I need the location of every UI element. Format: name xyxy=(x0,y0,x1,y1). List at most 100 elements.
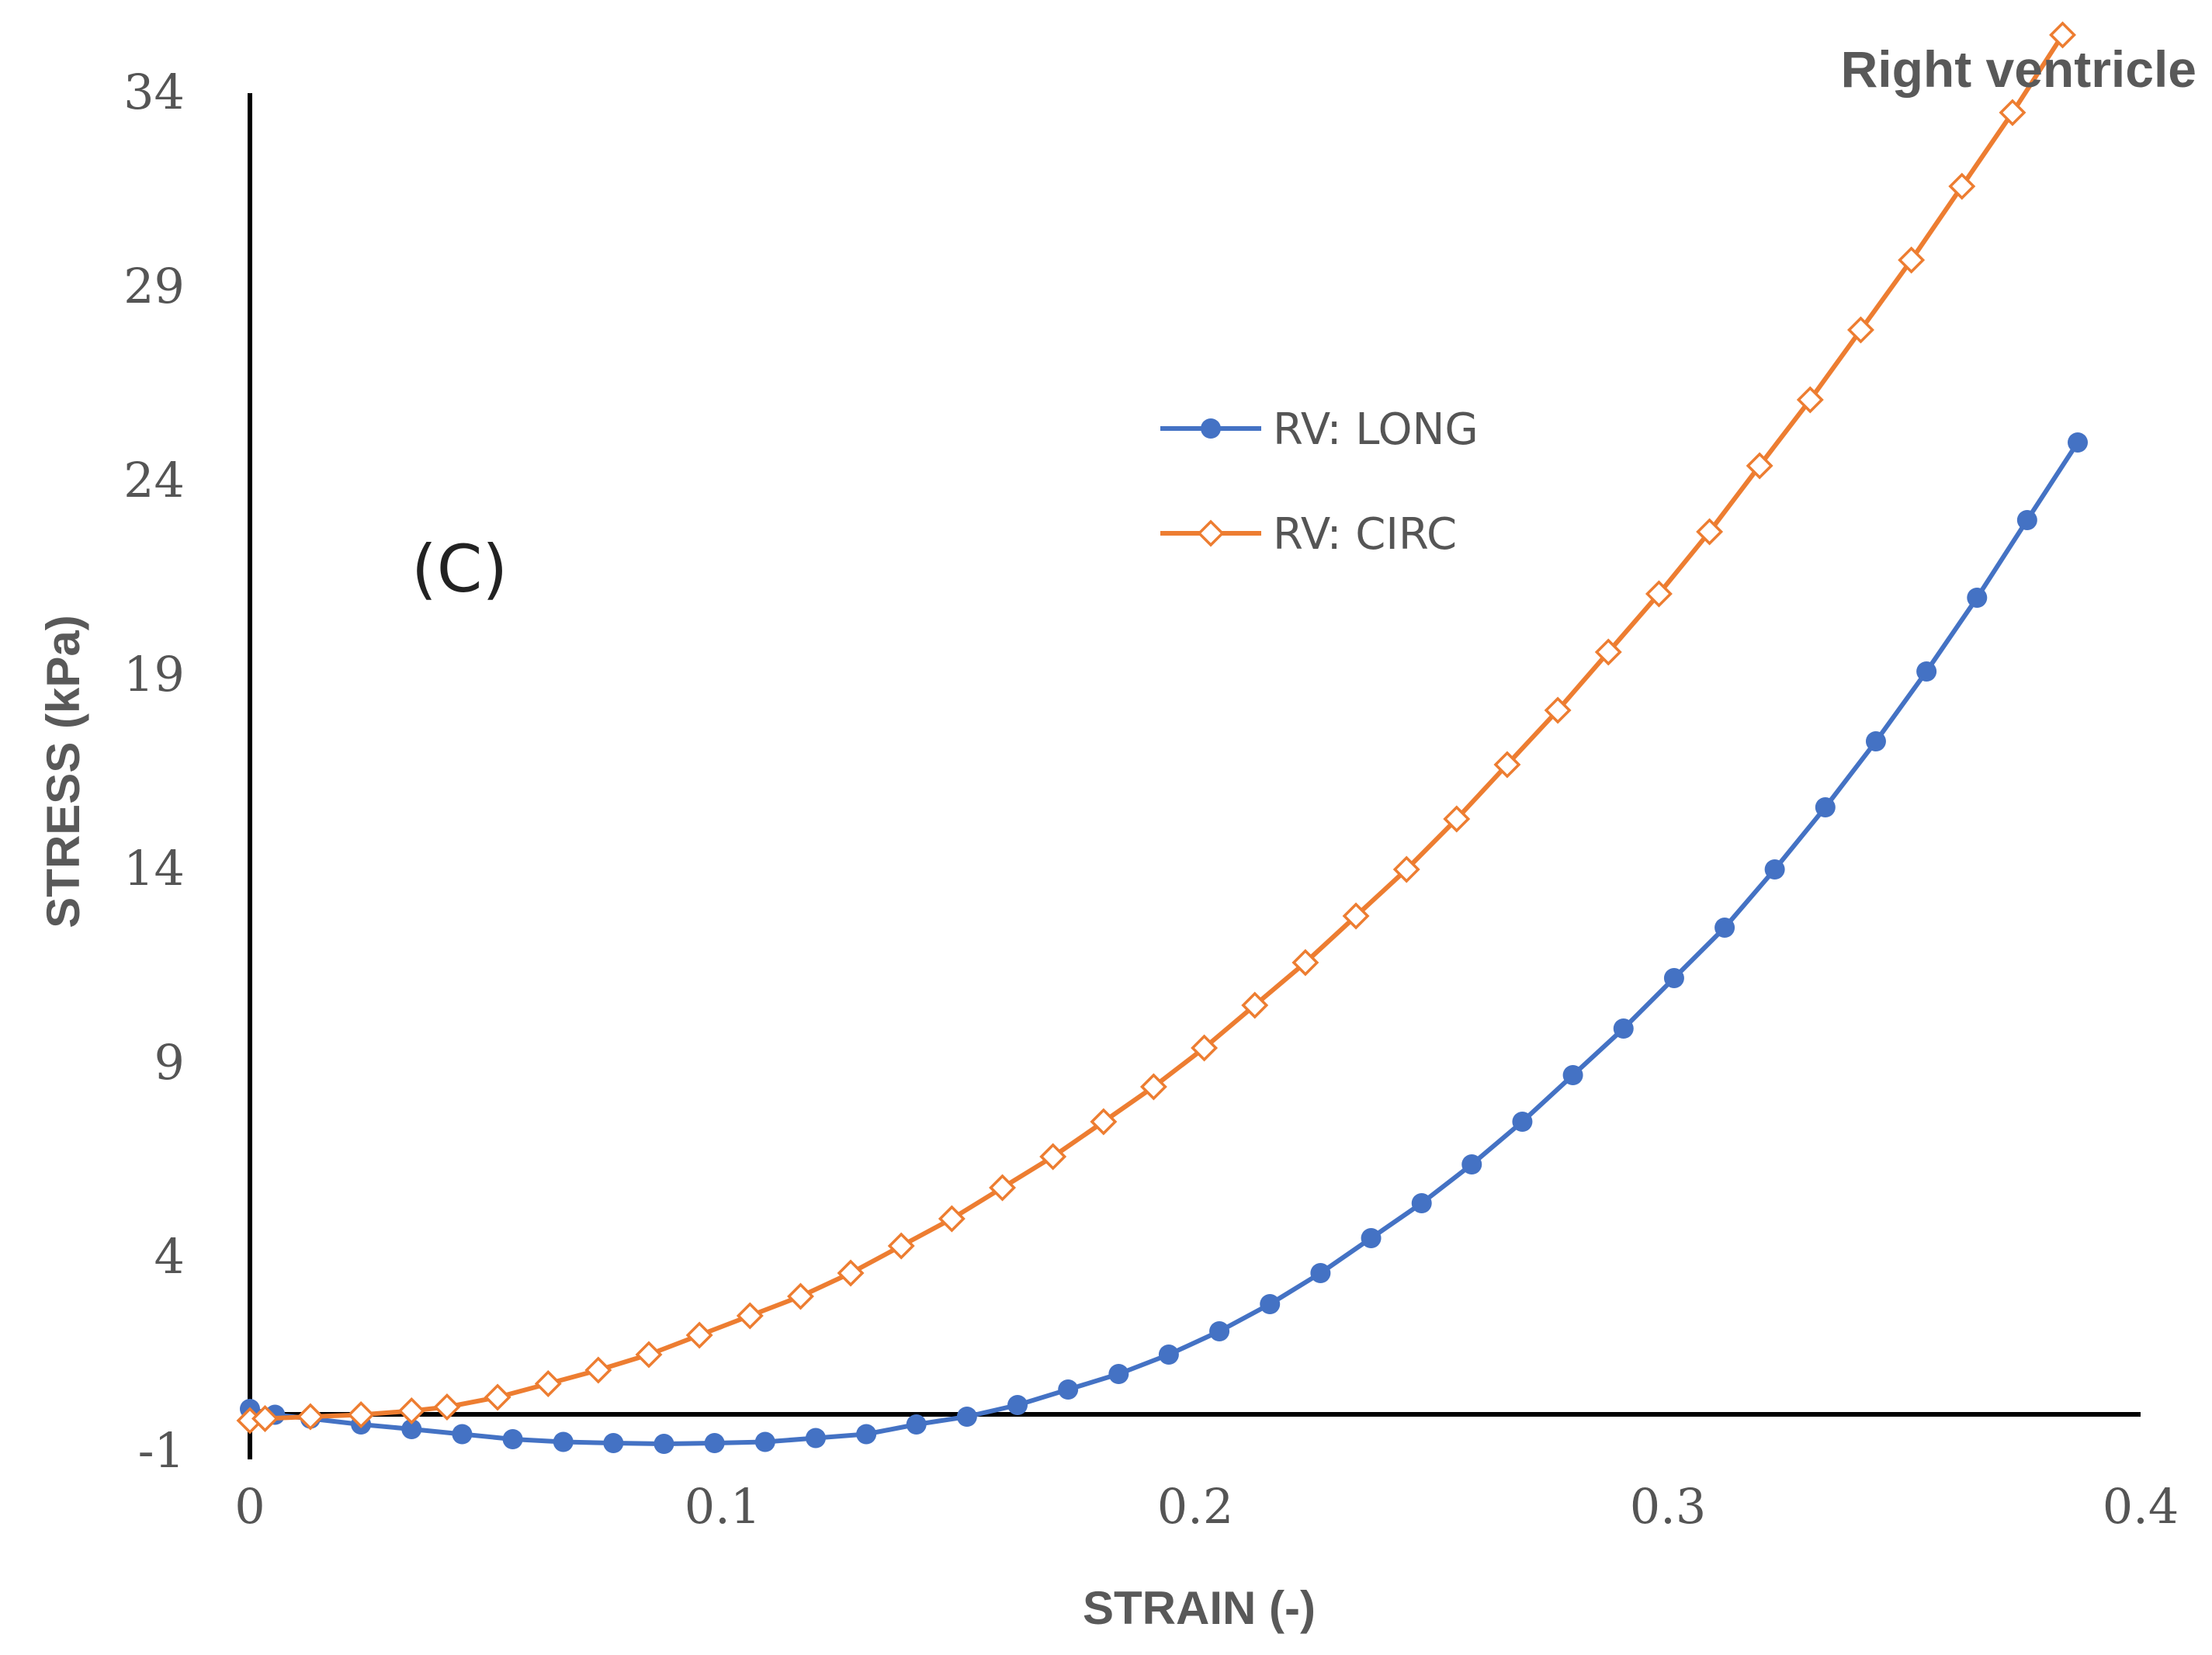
data-point xyxy=(1898,246,1926,274)
y-tick-label: 29 xyxy=(123,258,185,314)
x-axis-title: STRAIN (-) xyxy=(1083,1582,1316,1634)
legend-label: RV: LONG xyxy=(1273,404,1479,455)
x-tick-label: 0.2 xyxy=(1157,1478,1234,1535)
data-point xyxy=(1746,452,1773,480)
data-point xyxy=(1209,1321,1230,1341)
x-tick-label: 0.4 xyxy=(2103,1478,2179,1535)
data-point xyxy=(736,1302,764,1330)
data-point xyxy=(685,1321,713,1349)
data-point xyxy=(584,1356,612,1384)
data-point xyxy=(534,1370,562,1397)
data-point xyxy=(1007,1395,1028,1415)
data-point xyxy=(1967,588,1988,608)
data-point xyxy=(1310,1263,1331,1283)
data-point xyxy=(1090,1108,1118,1136)
data-point xyxy=(989,1174,1017,1202)
data-point xyxy=(837,1259,865,1287)
data-point xyxy=(1846,316,1874,344)
data-point xyxy=(1613,1018,1634,1039)
data-point xyxy=(1714,918,1735,938)
data-point xyxy=(1562,1065,1583,1085)
x-axis-ticks: 0 0.1 0.2 0.3 0.4 xyxy=(234,1478,2179,1535)
data-point xyxy=(938,1205,966,1233)
series-2 xyxy=(236,21,2076,1435)
series-1 xyxy=(240,432,2089,1454)
data-point xyxy=(1815,797,1836,817)
series-line xyxy=(249,441,2080,1446)
data-point xyxy=(1865,731,1886,751)
data-point xyxy=(1191,1034,1219,1062)
y-tick-label: 34 xyxy=(123,64,185,120)
y-axis-ticks: -1 4 9 14 19 24 29 34 xyxy=(123,64,185,1479)
data-point xyxy=(635,1341,663,1369)
data-point xyxy=(1461,1154,1482,1174)
x-tick-label: 0.3 xyxy=(1630,1478,1707,1535)
x-tick-label: 0 xyxy=(234,1478,265,1535)
data-point xyxy=(1361,1228,1382,1248)
x-tick-label: 0.1 xyxy=(685,1478,761,1535)
data-point xyxy=(603,1433,624,1453)
data-point xyxy=(1392,855,1420,883)
data-point xyxy=(347,1401,375,1428)
data-point xyxy=(251,1405,279,1432)
data-point xyxy=(1916,661,1937,682)
legend: RV: LONG RV: CIRC xyxy=(1160,404,1479,560)
data-point xyxy=(397,1397,425,1424)
chart-title: Right ventricle xyxy=(1841,40,2196,98)
data-point xyxy=(1443,805,1471,833)
legend-label: RV: CIRC xyxy=(1273,509,1457,560)
data-point xyxy=(956,1407,977,1427)
data-point xyxy=(1342,902,1370,930)
data-point xyxy=(1594,638,1622,666)
data-point xyxy=(754,1431,775,1452)
data-point xyxy=(1999,99,2027,127)
y-tick-label: 14 xyxy=(123,840,185,897)
data-point xyxy=(856,1424,877,1445)
data-point xyxy=(1139,1073,1167,1101)
legend-item: RV: CIRC xyxy=(1160,509,1457,560)
series-layer xyxy=(236,21,2089,1454)
data-point xyxy=(2049,21,2076,49)
data-point xyxy=(887,1232,915,1260)
data-point xyxy=(787,1282,814,1310)
data-point xyxy=(906,1414,927,1435)
data-point xyxy=(1696,518,1724,546)
data-point xyxy=(296,1403,324,1431)
legend-item: RV: LONG xyxy=(1160,404,1479,455)
data-point xyxy=(484,1383,511,1411)
y-tick-label: 4 xyxy=(154,1228,185,1285)
y-tick-label: -1 xyxy=(138,1422,185,1479)
data-point xyxy=(1796,386,1824,414)
y-tick-label: 19 xyxy=(123,646,185,703)
data-point xyxy=(1493,751,1521,779)
data-point xyxy=(1411,1193,1432,1213)
data-point xyxy=(401,1419,422,1439)
legend-marker xyxy=(1201,418,1221,439)
data-point xyxy=(704,1433,725,1453)
y-axis-title: STRESS (kPa) xyxy=(37,615,89,928)
data-point xyxy=(1260,1294,1281,1314)
data-point xyxy=(805,1428,826,1449)
data-point xyxy=(1663,968,1684,988)
y-tick-label: 24 xyxy=(123,452,185,508)
data-point xyxy=(1241,991,1269,1019)
data-point xyxy=(452,1424,473,1445)
data-point xyxy=(2016,510,2037,530)
data-point xyxy=(654,1434,674,1454)
data-point xyxy=(1291,949,1319,977)
data-point xyxy=(1158,1344,1179,1365)
data-point xyxy=(433,1393,461,1421)
data-point xyxy=(1108,1364,1129,1384)
data-point xyxy=(2068,432,2089,453)
data-point xyxy=(1948,172,1976,200)
data-point xyxy=(1645,580,1673,608)
legend-marker xyxy=(1197,519,1225,547)
axes xyxy=(248,93,2141,1459)
data-point xyxy=(1544,696,1572,724)
data-point xyxy=(1058,1379,1079,1400)
data-point xyxy=(1039,1143,1067,1171)
panel-label: (C) xyxy=(411,531,508,607)
data-point xyxy=(1512,1112,1533,1132)
y-tick-label: 9 xyxy=(154,1034,185,1091)
